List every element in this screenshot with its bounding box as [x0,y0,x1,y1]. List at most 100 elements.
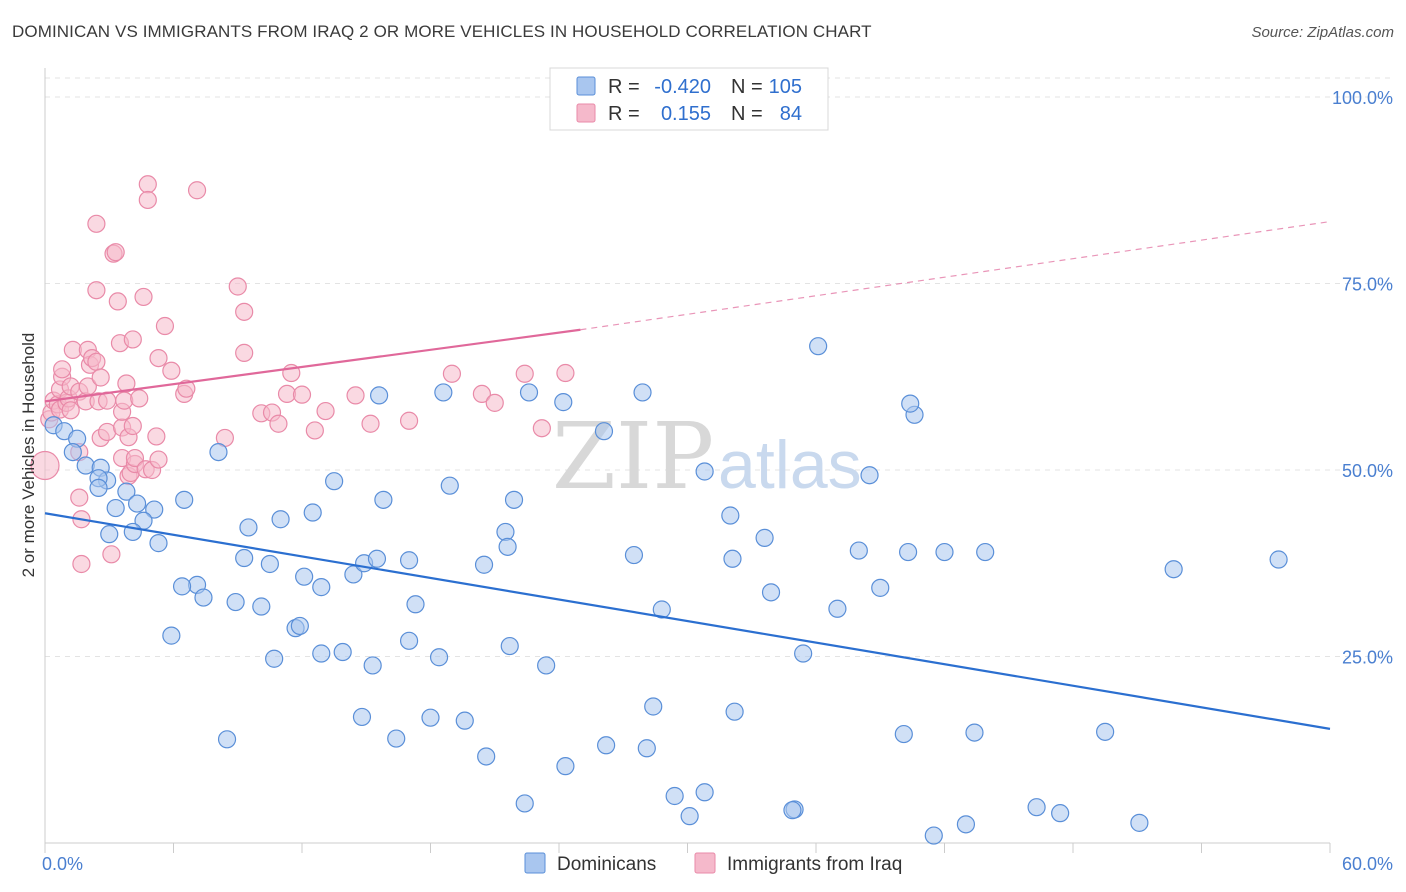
dominican-point [755,528,774,547]
iraq-point [125,448,145,468]
dominican-point [894,724,913,744]
dominican-point [172,577,192,596]
iraq-trend-line [44,328,581,403]
iraq-point [102,545,121,564]
dominican-point [695,783,714,802]
bottom-legend-swatch-dominicans [524,852,546,874]
dominican-point [498,537,517,556]
iraq-point [123,330,142,349]
dominican-point [935,542,954,562]
chart-title: DOMINICAN VS IMMIGRANTS FROM IRAQ 2 OR M… [12,22,872,41]
dominican-point [312,644,331,663]
iraq-point [472,384,491,404]
dominican-point [519,383,539,402]
dominican-point [76,456,95,475]
legend-r-value-2: 0.155 [661,103,711,125]
iraq-point [91,368,110,387]
dominican-point [63,442,82,462]
dominican-point [783,801,802,820]
iraq-point [269,414,288,433]
watermark-atlas: atlas [718,427,862,503]
iraq-point [108,292,127,311]
legend-n-label-2: N = [731,103,763,125]
dominican-point [849,541,868,560]
iraq-point [187,181,207,200]
legend-n-value-2: 84 [780,103,802,125]
dominican-point [1269,550,1288,569]
iraq-point [305,421,324,440]
iraq-point [149,349,168,368]
iraq-point [235,343,254,362]
iraq-point [162,361,181,380]
iraq-point [149,450,168,469]
dominican-point [209,442,228,462]
dominican-point [89,478,108,498]
dominican-point [761,583,781,602]
dominican-point [406,595,425,614]
series-dominicans-points [44,337,1288,845]
dominican-point [145,500,164,519]
iraq-point [235,302,254,321]
dominican-point [106,498,125,518]
bottom-legend-swatch-iraq [694,852,716,874]
iraq-point [177,379,196,398]
iraq-point [72,554,91,574]
dominican-point [594,422,614,441]
iraq-point [138,190,157,210]
dominican-point [1051,804,1070,823]
dominican-point [127,494,147,513]
iraq-point [98,422,117,442]
dominican-point [860,466,879,485]
legend-r-label-1: R = [608,76,640,98]
dominican-point [652,600,671,619]
dominican-point [387,729,406,748]
iraq-point [556,363,575,383]
bottom-legend-dominicans: Dominicans [557,854,656,875]
dominican-point [1130,813,1149,832]
dominican-point [429,648,449,667]
dominican-point [965,723,984,742]
dominican-point [794,644,813,663]
iraq-point [30,450,60,481]
dominican-point [370,386,389,405]
grid-lines [45,77,1392,657]
dominican-point [455,711,474,730]
iraq-point [87,281,106,300]
dominican-point [809,337,828,356]
dominican-point [556,757,575,776]
dominican-point [901,394,920,413]
dominican-point [496,522,515,542]
legend-n-value-1: 105 [769,76,802,98]
y-tick-label: 100.0% [1332,88,1393,108]
iraq-point [138,175,157,194]
legend-swatch-dominicans [576,76,596,96]
dominican-point [333,642,352,662]
y-tick-labels: 25.0% 50.0% 75.0% 100.0% [1332,88,1393,668]
y-tick-label: 75.0% [1342,275,1393,295]
watermark-zip: ZIP [552,403,714,510]
dominican-point [515,794,534,813]
dominican-point [226,592,245,612]
dominican-point [976,542,995,562]
y-tick-label: 50.0% [1342,461,1393,481]
dominican-point [117,482,136,501]
dominican-point [162,626,181,645]
dominican-point [680,807,699,826]
iraq-point [147,427,166,446]
iraq-point [130,389,149,408]
dominican-point [271,510,290,529]
dominican-point [597,736,616,755]
dominican-point [290,616,309,636]
dominican-point [956,815,976,834]
dominican-point [295,567,314,586]
dominican-point [725,702,744,721]
dominican-point [265,649,284,668]
iraq-point [117,374,136,393]
dominican-point [217,730,237,749]
x-tick-label: 60.0% [1342,854,1393,874]
dominican-point [100,525,119,544]
correlation-legend: R = -0.420 N = 105 R = 0.155 N = 84 [549,67,829,131]
dominican-point [194,588,213,607]
dominican-point [871,578,890,597]
legend-r-label-2: R = [608,103,640,125]
